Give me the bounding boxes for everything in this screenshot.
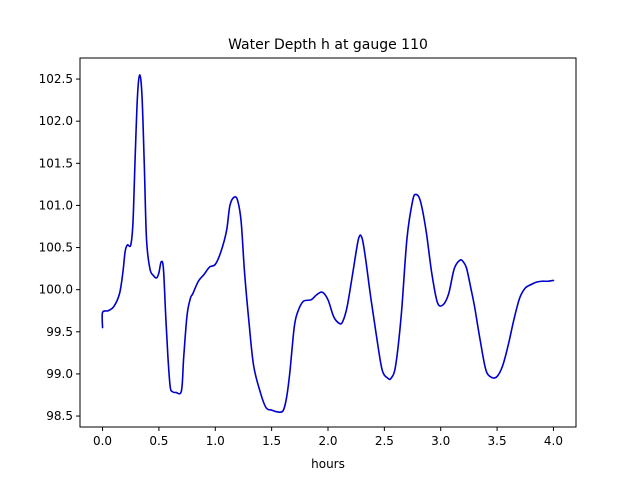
y-tick-label: 98.5 — [46, 409, 73, 423]
x-tick-label: 0.5 — [149, 434, 168, 448]
chart-title: Water Depth h at gauge 110 — [228, 37, 428, 53]
x-axis: 0.0 0.5 1.0 1.5 2.0 2.5 3.0 3.5 4.0 — [93, 427, 563, 448]
series-layer — [101, 74, 555, 414]
x-tick-label: 3.0 — [431, 434, 450, 448]
y-tick-label: 100.0 — [39, 283, 73, 297]
y-tick-label: 102.0 — [39, 114, 73, 128]
series-line-0 — [101, 74, 555, 414]
y-axis: 98.5 99.0 99.5 100.0 100.5 101.0 101.5 102.0 102… — [39, 72, 80, 423]
y-tick-label: 102.5 — [39, 72, 73, 86]
y-tick-label: 100.5 — [39, 241, 73, 255]
x-tick-label: 3.5 — [488, 434, 507, 448]
y-tick-label: 99.0 — [46, 367, 73, 381]
x-tick-label: 4.0 — [544, 434, 563, 448]
x-tick-label: 1.5 — [262, 434, 281, 448]
x-tick-label: 0.0 — [93, 434, 112, 448]
y-tick-label: 101.5 — [39, 156, 73, 170]
y-tick-label: 99.5 — [46, 325, 73, 339]
x-tick-label: 1.0 — [206, 434, 225, 448]
x-tick-label: 2.0 — [318, 434, 337, 448]
x-axis-label: hours — [311, 457, 345, 471]
x-tick-label: 2.5 — [375, 434, 394, 448]
y-tick-label: 101.0 — [39, 198, 73, 212]
